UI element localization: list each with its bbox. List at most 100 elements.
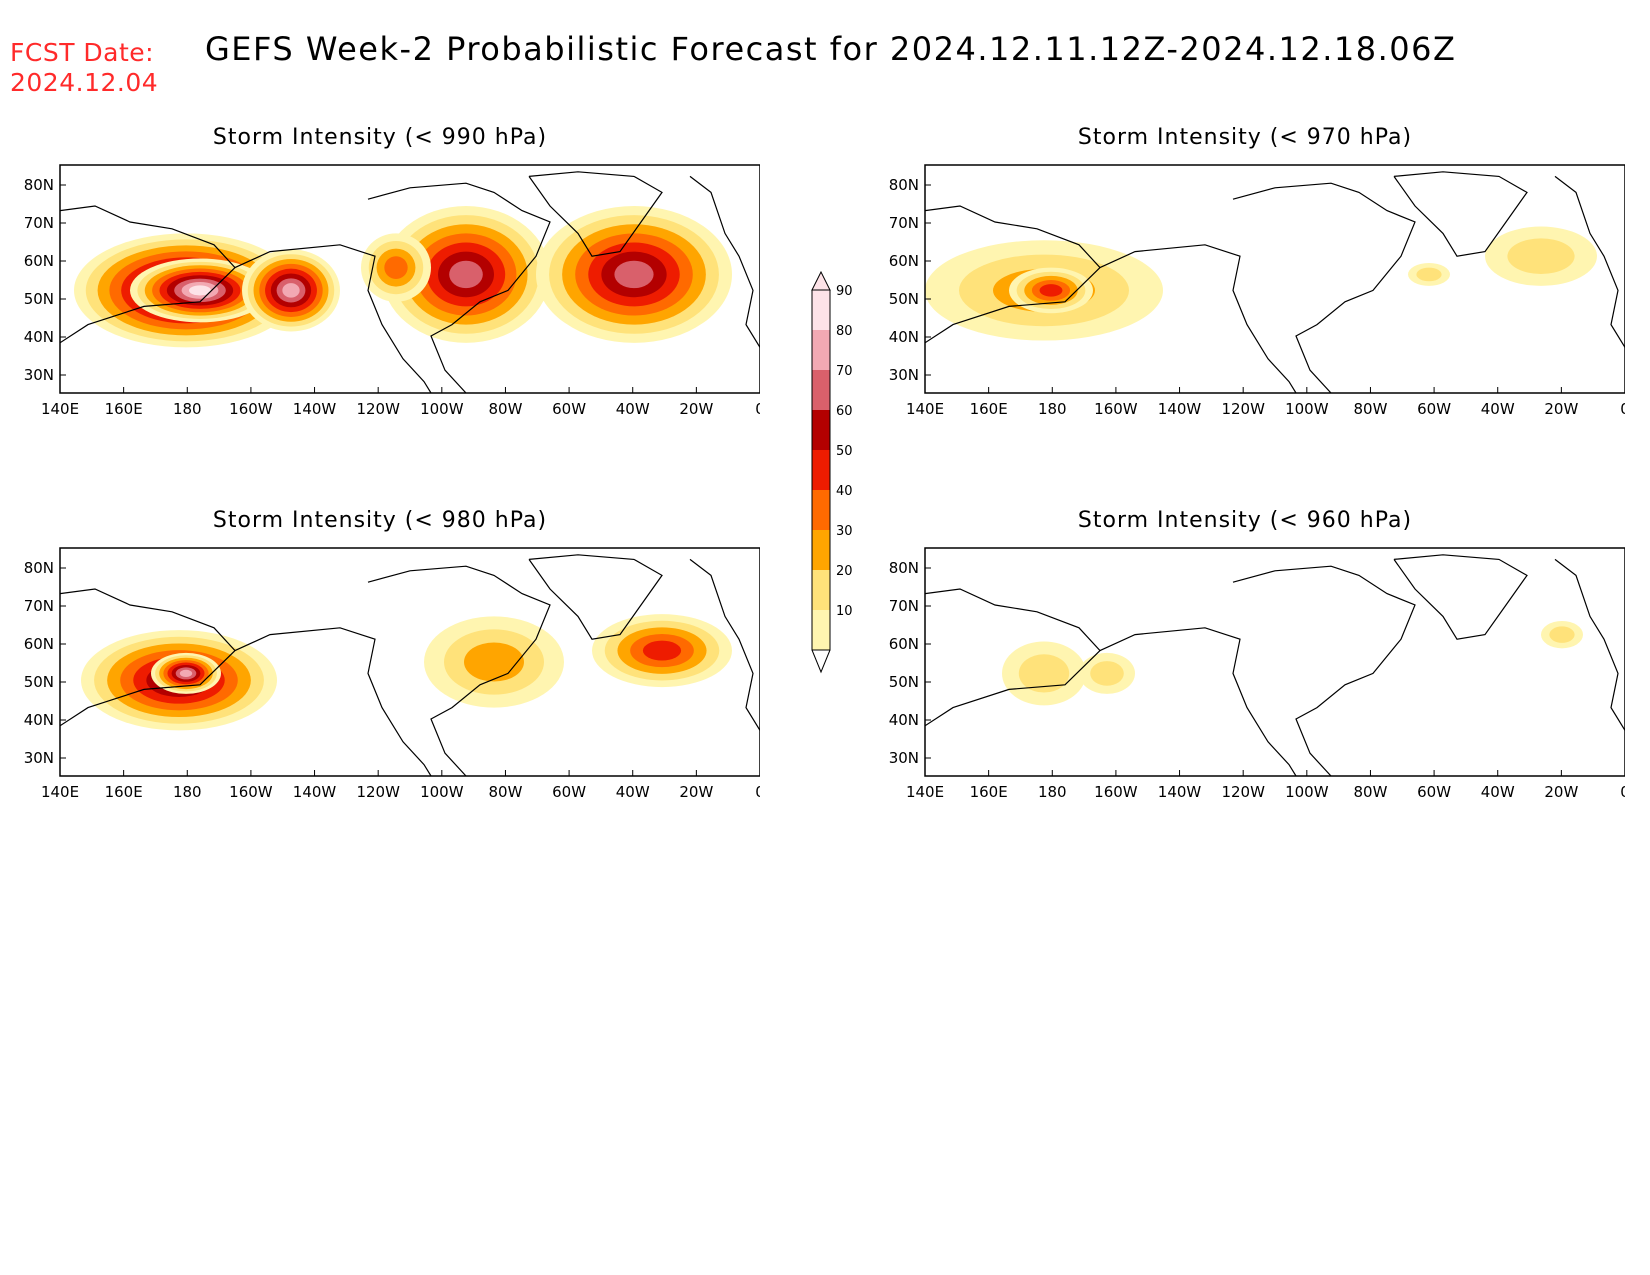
coastlines xyxy=(925,554,1625,776)
colorbar-segment xyxy=(812,290,830,330)
colorbar-frame xyxy=(811,289,831,651)
map-frame xyxy=(924,164,1625,394)
lat-label: 70N xyxy=(24,214,54,232)
lat-label: 30N xyxy=(889,749,919,767)
colorbar-segment xyxy=(812,490,830,530)
lon-label: 160W xyxy=(1094,783,1138,801)
map-fill xyxy=(925,226,1597,341)
coastline xyxy=(689,558,760,731)
colorbar: 10 20 30 40 50 60 70 80 90 xyxy=(811,270,853,674)
page-title: GEFS Week-2 Probabilistic Forecast for 2… xyxy=(205,30,1457,68)
lon-label: 0 xyxy=(755,783,760,801)
lon-label: 20W xyxy=(1544,400,1578,418)
coastlines xyxy=(60,554,760,776)
lon-label: 160E xyxy=(105,783,143,801)
colorbar-segment xyxy=(812,330,830,370)
coastline xyxy=(60,588,236,727)
lat-label: 60N xyxy=(889,635,919,653)
lon-label: 160E xyxy=(970,783,1008,801)
lon-label: 140E xyxy=(906,783,944,801)
lat-label: 30N xyxy=(24,366,54,384)
probability-contour xyxy=(1549,626,1575,643)
lon-label: 160W xyxy=(229,783,273,801)
map-frame xyxy=(59,547,760,777)
lon-label: 100W xyxy=(420,400,464,418)
probability-contour xyxy=(614,260,654,289)
coastline xyxy=(1554,558,1625,731)
coastline xyxy=(1099,244,1297,393)
lat-label: 50N xyxy=(889,290,919,308)
lat-label: 30N xyxy=(24,749,54,767)
colorbar-label: 20 xyxy=(836,564,853,579)
probability-contour xyxy=(1416,267,1442,282)
coastline xyxy=(367,182,551,393)
lon-label: 80W xyxy=(488,783,522,801)
map-frame xyxy=(59,164,760,394)
panel-990: Storm Intensity (< 990 hPa) 140E 160E 180 1… xyxy=(0,125,760,425)
lon-label: 80W xyxy=(1353,783,1387,801)
lon-label: 60W xyxy=(552,400,586,418)
probability-contour xyxy=(1090,661,1124,686)
lon-label: 20W xyxy=(1544,783,1578,801)
coastline xyxy=(1099,627,1297,776)
lon-label: 120W xyxy=(1221,400,1265,418)
panel-title-980: Storm Intensity (< 980 hPa) xyxy=(212,508,548,533)
lat-label: 70N xyxy=(889,214,919,232)
lat-label: 60N xyxy=(24,635,54,653)
lon-label: 40W xyxy=(616,400,650,418)
colorbar-segment xyxy=(812,530,830,570)
panel-980: Storm Intensity (< 980 hPa) 140E 160E 180 1… xyxy=(0,508,760,808)
lon-label: 20W xyxy=(679,783,713,801)
lon-label: 60W xyxy=(552,783,586,801)
lon-label: 140W xyxy=(293,400,337,418)
lat-label: 40N xyxy=(24,328,54,346)
lon-label: 100W xyxy=(1285,783,1329,801)
panel-960: Storm Intensity (< 960 hPa) 140E 160E 180 1… xyxy=(865,508,1625,808)
map-frame xyxy=(924,547,1625,777)
panel-title-990: Storm Intensity (< 990 hPa) xyxy=(212,125,548,150)
forecast-date: FCST Date: 2024.12.04 xyxy=(10,38,158,98)
probability-contour xyxy=(188,285,212,296)
coastlines xyxy=(60,171,760,393)
lon-label: 40W xyxy=(1481,783,1515,801)
probability-contour xyxy=(1018,654,1070,693)
lat-label: 40N xyxy=(889,328,919,346)
forecast-date-value: 2024.12.04 xyxy=(10,68,159,97)
probability-contour xyxy=(642,640,682,661)
lon-label: 100W xyxy=(1285,400,1329,418)
lon-label: 20W xyxy=(679,400,713,418)
lon-label: 160E xyxy=(970,400,1008,418)
map-990: 140E 160E 180 160W 140W 120W 100W 80W 60W 40W 20W 0… xyxy=(24,164,760,418)
probability-contour xyxy=(1039,284,1063,297)
lat-label: 70N xyxy=(889,597,919,615)
colorbar-segment xyxy=(812,410,830,450)
lat-label: 70N xyxy=(24,597,54,615)
coastlines xyxy=(925,171,1625,393)
lat-label: 80N xyxy=(24,176,54,194)
lon-label: 160W xyxy=(229,400,273,418)
map-970: 140E 160E 180 160W 140W 120W 100W 80W 60W 40W 20W 0… xyxy=(889,164,1625,418)
lon-label: 0 xyxy=(755,400,760,418)
probability-contour xyxy=(179,669,193,678)
lon-label: 60W xyxy=(1417,400,1451,418)
coastline xyxy=(234,244,432,393)
panel-970: Storm Intensity (< 970 hPa) 140E 160E 180 1… xyxy=(865,125,1625,425)
colorbar-label: 30 xyxy=(836,524,853,539)
lon-label: 0 xyxy=(1620,783,1625,801)
lon-label: 80W xyxy=(488,400,522,418)
coastline xyxy=(60,205,236,344)
forecast-date-label: FCST Date: xyxy=(10,38,155,67)
map-960: 140E 160E 180 160W 140W 120W 100W 80W 60W 40W 20W 0… xyxy=(889,547,1625,801)
lon-label: 0 xyxy=(1620,400,1625,418)
coastline xyxy=(528,554,663,640)
coastline xyxy=(925,205,1101,344)
lat-label: 30N xyxy=(889,366,919,384)
lon-label: 140E xyxy=(41,783,79,801)
lon-label: 60W xyxy=(1417,783,1451,801)
map-fill xyxy=(81,614,732,731)
lon-label: 160E xyxy=(105,400,143,418)
colorbar-top-arrow xyxy=(811,270,831,291)
lat-label: 50N xyxy=(24,290,54,308)
lon-label: 180 xyxy=(1038,400,1067,418)
colorbar-segment xyxy=(812,450,830,490)
